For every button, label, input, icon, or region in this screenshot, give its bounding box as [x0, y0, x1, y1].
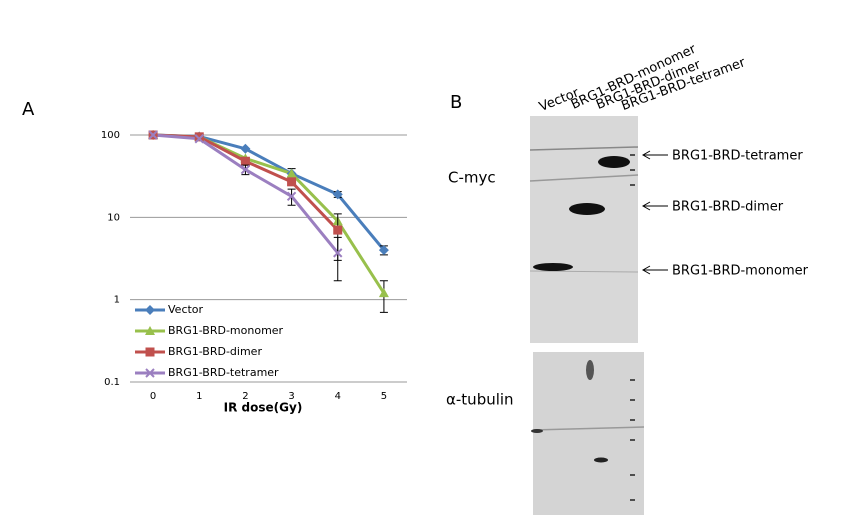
point	[240, 164, 251, 175]
legend-label: Vector	[168, 303, 204, 316]
blot-band	[533, 263, 573, 271]
point	[194, 132, 204, 142]
row-label: α-tubulin	[446, 391, 514, 409]
point	[145, 305, 155, 315]
x-tick-label: 1	[196, 391, 202, 402]
point	[378, 245, 389, 256]
blot-streak	[529, 146, 639, 151]
point	[240, 156, 250, 166]
legend-label: BRG1-BRD-tetramer	[168, 366, 279, 379]
x-tick-label: 3	[288, 391, 294, 402]
panel-label: A	[22, 99, 35, 120]
error-bar	[333, 236, 342, 282]
band-label: BRG1-BRD-dimer	[672, 200, 784, 215]
series-line	[153, 133, 386, 294]
blot-smear	[586, 360, 594, 380]
band-label: BRG1-BRD-tetramer	[672, 149, 803, 164]
series-line	[153, 133, 386, 252]
x-tick-label: 5	[381, 391, 387, 402]
point	[286, 168, 297, 178]
arrows	[641, 150, 668, 275]
ladder	[630, 154, 635, 501]
blot-streak	[529, 174, 639, 182]
point	[145, 368, 155, 378]
point	[332, 189, 343, 200]
row-label: C-myc	[448, 169, 496, 187]
point	[240, 143, 251, 154]
point	[194, 134, 204, 144]
panel-label: B	[450, 92, 462, 113]
blot-streak	[532, 426, 645, 431]
x-axis-title: IR dose(Gy)	[224, 401, 303, 415]
point	[148, 130, 158, 140]
blot-image	[530, 116, 638, 343]
point	[145, 326, 155, 335]
y-tick-label: 100	[101, 130, 120, 141]
point	[333, 248, 343, 258]
blot-band	[598, 156, 630, 168]
blot-band	[594, 457, 608, 463]
band-label: BRG1-BRD-monomer	[672, 264, 809, 279]
point	[287, 177, 297, 187]
plot: 0.1 1 10 100 0 1 2 3 4 5 Vector BRG1-BRD-monomer BRG…	[101, 130, 407, 402]
y-tick-label: 0.1	[104, 377, 120, 388]
x-tick-label: 0	[150, 391, 156, 402]
y-tick-label: 10	[107, 212, 120, 223]
blot-band	[569, 203, 605, 215]
point	[145, 347, 155, 357]
legend-label: BRG1-BRD-monomer	[168, 324, 284, 337]
legend-label: BRG1-BRD-dimer	[168, 345, 262, 358]
y-tick-label: 1	[114, 295, 120, 306]
point	[286, 191, 297, 202]
blot-streak	[529, 270, 639, 273]
point	[333, 225, 343, 235]
x-tick-label: 2	[242, 391, 248, 402]
blot: C-myc α-tubulin Vector BRG1-BRD-monomer …	[446, 41, 809, 515]
point	[378, 288, 389, 298]
x-tick-label: 4	[335, 391, 341, 402]
blot-band	[531, 429, 543, 433]
